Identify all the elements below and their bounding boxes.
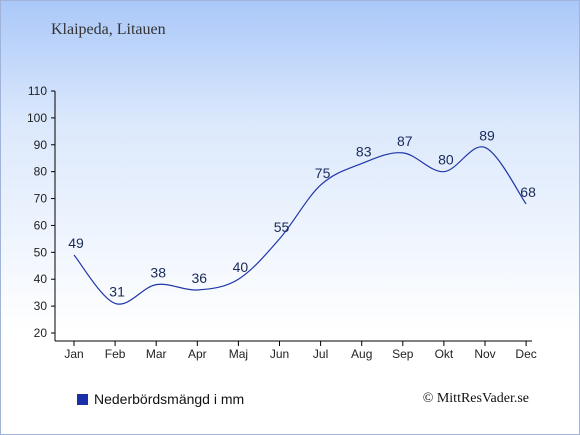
x-tick-label: Aug: [351, 347, 372, 361]
data-label: 68: [520, 184, 536, 200]
copyright-text: © MittResVader.se: [422, 391, 529, 406]
y-tick-label: 80: [34, 165, 48, 179]
x-tick-label: Jul: [313, 347, 328, 361]
x-tick-label: Jun: [270, 347, 289, 361]
x-tick-label: Nov: [474, 347, 495, 361]
y-tick-label: 30: [34, 299, 48, 313]
x-tick-label: Okt: [435, 347, 454, 361]
data-label: 75: [315, 165, 331, 181]
data-label: 89: [479, 127, 495, 143]
y-tick-label: 100: [27, 111, 47, 125]
x-tick-label: Mar: [146, 347, 167, 361]
data-label: 31: [109, 283, 125, 299]
chart-title: Klaipeda, Litauen: [51, 21, 166, 38]
y-tick-label: 110: [28, 84, 47, 98]
y-tick-label: 50: [34, 245, 48, 259]
x-tick-label: Dec: [515, 347, 536, 361]
x-tick-label: Jan: [64, 347, 83, 361]
legend-swatch: [77, 393, 88, 405]
legend: Nederbördsmängd i mm: [77, 391, 244, 407]
data-label: 55: [274, 219, 290, 235]
data-label: 49: [68, 235, 84, 251]
x-tick-label: Sep: [392, 347, 414, 361]
data-label: 80: [438, 152, 454, 168]
y-tick-label: 90: [34, 138, 48, 152]
y-tick-label: 20: [34, 326, 48, 340]
data-label: 40: [233, 259, 249, 275]
data-label: 87: [397, 133, 413, 149]
legend-label: Nederbördsmängd i mm: [94, 391, 245, 407]
y-tick-label: 60: [34, 218, 48, 232]
x-tick-label: Maj: [229, 347, 248, 361]
series-line: [73, 146, 527, 305]
y-tick-label: 70: [34, 192, 48, 206]
y-tick-label: 40: [34, 272, 48, 286]
data-label: 38: [150, 265, 166, 281]
data-label: 83: [356, 144, 372, 160]
x-tick-label: Feb: [105, 347, 126, 361]
x-tick-label: Apr: [188, 347, 207, 361]
data-label: 36: [192, 270, 208, 286]
